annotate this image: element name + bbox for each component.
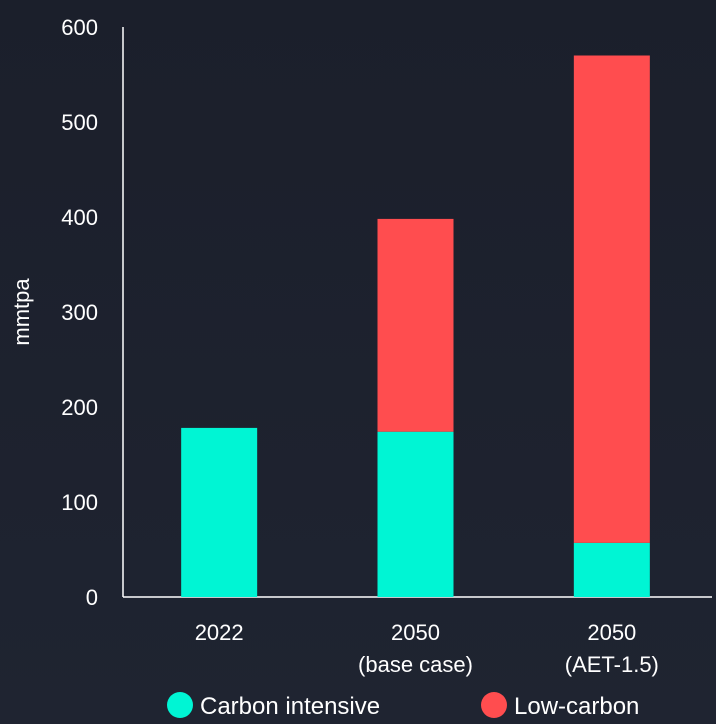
- bar-carbon-intensive: [377, 431, 454, 597]
- x-category-label: (AET-1.5): [565, 652, 659, 677]
- y-tick-label: 0: [86, 585, 98, 610]
- x-category-label: (base case): [358, 652, 473, 677]
- legend-label: Low-carbon: [514, 693, 639, 720]
- legend-label: Carbon intensive: [200, 693, 380, 720]
- y-tick-label: 500: [61, 110, 98, 135]
- x-category-label: 2050: [587, 620, 636, 645]
- y-tick-label: 100: [61, 490, 98, 515]
- legend-swatch: [167, 692, 193, 718]
- bar-low-carbon: [573, 55, 650, 543]
- bar-low-carbon: [377, 218, 454, 432]
- y-axis-title: mmtpa: [9, 278, 34, 346]
- legend-swatch: [481, 692, 507, 718]
- y-tick-label: 200: [61, 395, 98, 420]
- y-tick-label: 300: [61, 300, 98, 325]
- bar-carbon-intensive: [181, 427, 258, 597]
- x-category-label: 2022: [195, 620, 244, 645]
- x-category-label: 2050: [391, 620, 440, 645]
- y-tick-label: 600: [61, 15, 98, 40]
- y-tick-label: 400: [61, 205, 98, 230]
- x-axis-category-labels: 2022 2050 (base case) 2050 (AET-1.5): [195, 620, 659, 677]
- legend: Carbon intensive Low-carbon: [167, 692, 639, 720]
- bar-carbon-intensive: [573, 542, 650, 597]
- bars-group: [181, 55, 650, 597]
- y-axis-ticks: 0 100 200 300 400 500 600: [61, 15, 98, 610]
